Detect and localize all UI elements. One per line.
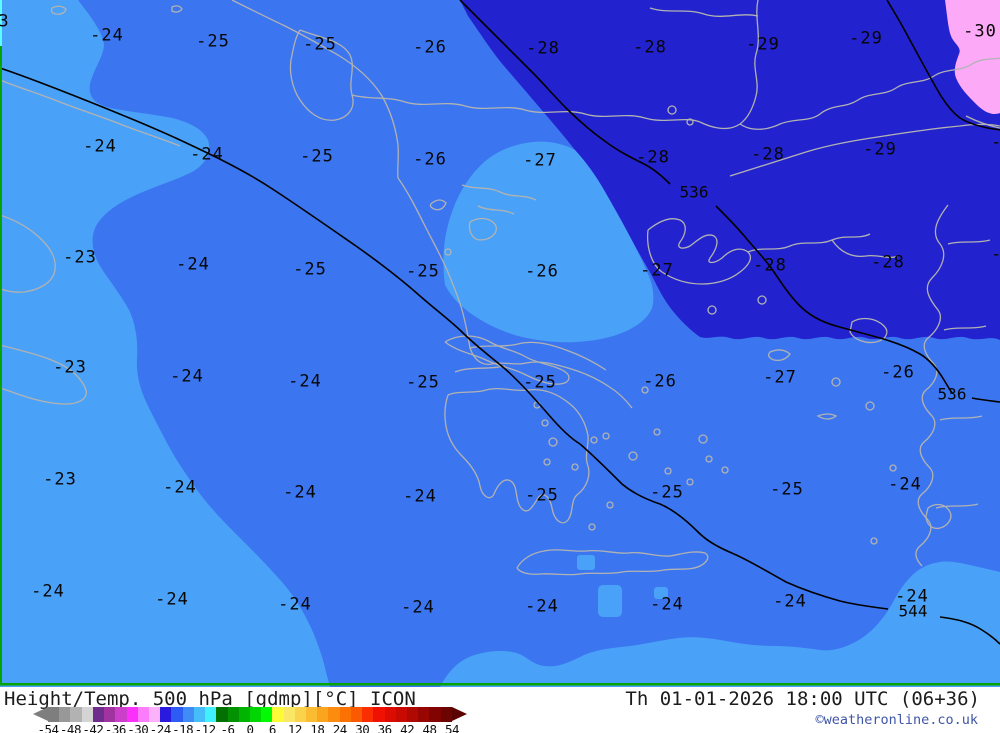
colorbar-segment bbox=[193, 707, 206, 722]
colorbar-left-arrow-icon bbox=[33, 707, 48, 721]
map-area: -24 -25 -25 -26 -28 -28 -29 -29 -30 -24 -24 -25 -26-… bbox=[0, 0, 1000, 687]
contour-528 bbox=[886, 0, 1000, 131]
colorbar-segment bbox=[317, 707, 329, 722]
colorbar-tick-label: -42 bbox=[82, 722, 104, 733]
colorbar-segment bbox=[205, 707, 217, 722]
chart-datetime: Th 01-01-2026 18:00 UTC (06+36) bbox=[625, 688, 980, 710]
colorbar-tick-label: -12 bbox=[194, 722, 217, 733]
colorbar-segment bbox=[59, 707, 71, 722]
colorbar-segment bbox=[238, 707, 250, 722]
colorbar-segment bbox=[216, 707, 228, 722]
colorbar-segment bbox=[261, 707, 273, 722]
chart-title: Height/Temp. 500 hPa [gdmp][°C] ICON bbox=[4, 688, 416, 710]
colorbar-segment bbox=[70, 707, 82, 722]
colorbar-segment bbox=[418, 707, 430, 722]
colorbar-segment bbox=[339, 707, 351, 722]
colorbar-tick-label: -6 bbox=[220, 722, 236, 733]
colorbar-segment bbox=[328, 707, 340, 722]
colorbar-segment bbox=[171, 707, 183, 722]
colorbar-tick-label: 6 bbox=[268, 722, 277, 733]
colorbar-tick-label: -18 bbox=[172, 722, 194, 733]
colorbar-segment bbox=[160, 707, 172, 722]
colorbar-segment bbox=[148, 707, 161, 722]
colorbar-segment bbox=[395, 707, 407, 722]
region-light-west bbox=[0, 0, 330, 687]
colorbar-segment bbox=[92, 707, 105, 722]
region-light-south bbox=[440, 561, 1000, 687]
colorbar-segment bbox=[429, 707, 441, 722]
bottom-green-border bbox=[0, 683, 1000, 686]
colorbar-tick-label: -54 bbox=[37, 722, 59, 733]
colorbar-tick-label: -24 bbox=[149, 722, 172, 733]
left-edge-cyan-strip bbox=[0, 0, 2, 46]
height-contours bbox=[0, 0, 1000, 645]
colorbar-tick-label: -30 bbox=[127, 722, 149, 733]
colorbar-segment bbox=[350, 707, 363, 722]
colorbar-tick-label: 54 bbox=[444, 722, 460, 733]
colorbar-segment bbox=[48, 707, 60, 722]
colorbar-tick-label: 30 bbox=[355, 722, 370, 733]
colorbar-segment bbox=[137, 707, 149, 722]
colorbar-ticks: -54 -48 -42 -36 -30 -24 -18 -12 -6 0 6 12 18 24 30 36 42… bbox=[0, 722, 1000, 733]
region-light-patch-1 bbox=[577, 555, 595, 570]
colorbar-segment bbox=[294, 707, 307, 722]
colorbar-segment bbox=[126, 707, 138, 722]
colorbar-segment bbox=[227, 707, 239, 722]
colorbar-tick-label: 18 bbox=[310, 722, 325, 733]
colorbar-segment bbox=[115, 707, 127, 722]
colorbar-tick-label: -36 bbox=[104, 722, 127, 733]
region-light-patch-2 bbox=[598, 585, 622, 617]
region-light-center bbox=[443, 141, 654, 343]
colorbar-segment bbox=[283, 707, 295, 722]
contour-536 bbox=[459, 0, 1000, 403]
map-canvas bbox=[0, 0, 1000, 687]
contour-544 bbox=[0, 67, 1000, 645]
colorbar-right-arrow-icon bbox=[452, 707, 467, 721]
colorbar-segment bbox=[306, 707, 318, 722]
colorbar-tick-label: 36 bbox=[377, 722, 393, 733]
colorbar-segment bbox=[104, 707, 116, 722]
colorbar-tick-label: 48 bbox=[422, 722, 438, 733]
colorbar bbox=[48, 707, 452, 722]
colorbar-segment bbox=[440, 707, 452, 722]
region-pink bbox=[945, 0, 1000, 114]
colorbar-segment bbox=[182, 707, 194, 722]
colorbar-tick-label: -48 bbox=[59, 722, 82, 733]
region-dark-blue bbox=[460, 0, 1000, 340]
colorbar-segment bbox=[407, 707, 419, 722]
colorbar-segment bbox=[272, 707, 284, 722]
colorbar-segment bbox=[384, 707, 396, 722]
colorbar-segment bbox=[249, 707, 262, 722]
colorbar-segment bbox=[362, 707, 374, 722]
colorbar-tick-label: 12 bbox=[287, 722, 303, 733]
colorbar-segment bbox=[81, 707, 93, 722]
region-light-patch-3 bbox=[654, 587, 668, 599]
colorbar-segment bbox=[373, 707, 385, 722]
footer-bar: Height/Temp. 500 hPa [gdmp][°C] ICON Th … bbox=[0, 687, 1000, 733]
copyright-link[interactable]: ©weatheronline.co.uk bbox=[815, 712, 978, 728]
colorbar-tick-label: 24 bbox=[332, 722, 348, 733]
coastlines bbox=[0, 0, 1000, 576]
colorbar-tick-label: 42 bbox=[400, 722, 415, 733]
colorbar-tick-label: 0 bbox=[246, 722, 254, 733]
left-edge-green-strip bbox=[0, 46, 2, 684]
